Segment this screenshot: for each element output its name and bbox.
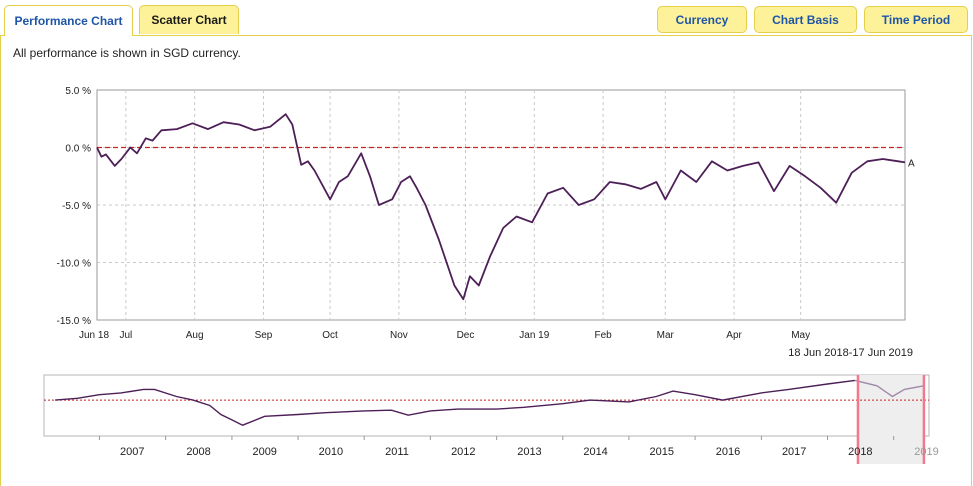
tab-scatter-chart[interactable]: Scatter Chart [139,5,239,34]
series-end-label: A [908,158,915,169]
x-tick-label: Dec [457,330,475,341]
x-tick-label: Apr [726,330,742,341]
x-tick-label: Jun 18 [79,330,109,341]
x-tick-label: Feb [594,330,612,341]
y-tick-label: 5.0 % [65,86,91,97]
x-tick-label: Aug [186,330,204,341]
x-tick-label: Nov [390,330,408,341]
date-range-label: 18 Jun 2018-17 Jun 2019 [788,347,913,359]
series-a-line [96,113,906,301]
y-tick-label: -5.0 % [62,201,91,212]
y-tick-label: -10.0 % [57,259,92,270]
chart-basis-button[interactable]: Chart Basis [754,6,857,33]
currency-note: All performance is shown in SGD currency… [13,46,241,60]
x-tick-label: Sep [255,330,273,341]
x-tick-label: Jul [119,330,132,341]
x-tick-label: May [791,330,810,341]
currency-button[interactable]: Currency [657,6,747,33]
y-tick-label: -15.0 % [57,316,92,327]
x-tick-label: Jan 19 [519,330,549,341]
y-tick-label: 0.0 % [65,144,91,155]
tab-performance-chart[interactable]: Performance Chart [4,5,133,36]
x-tick-label: Oct [322,330,338,341]
time-period-button[interactable]: Time Period [864,6,968,33]
x-tick-label: Mar [657,330,675,341]
